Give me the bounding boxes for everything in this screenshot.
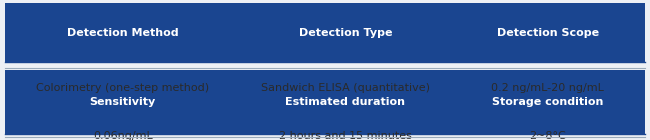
Bar [5,3,645,62]
Text: Detection Method: Detection Method [67,28,179,38]
Text: 0.06ng/mL: 0.06ng/mL [93,131,153,140]
Text: 2 hours and 15 minutes: 2 hours and 15 minutes [279,131,412,140]
Text: Sensitivity: Sensitivity [90,97,156,107]
Text: Colorimetry (one-step method): Colorimetry (one-step method) [36,83,209,94]
Bar [5,70,645,134]
Text: Storage condition: Storage condition [492,97,603,107]
Text: Detection Type: Detection Type [299,28,392,38]
Text: Sandwich ELISA (quantitative): Sandwich ELISA (quantitative) [261,83,430,94]
Text: Estimated duration: Estimated duration [285,97,406,107]
Text: Detection Scope: Detection Scope [497,28,599,38]
Text: 0.2 ng/mL-20 ng/mL: 0.2 ng/mL-20 ng/mL [491,83,604,94]
Text: 2~8°C: 2~8°C [529,131,566,140]
